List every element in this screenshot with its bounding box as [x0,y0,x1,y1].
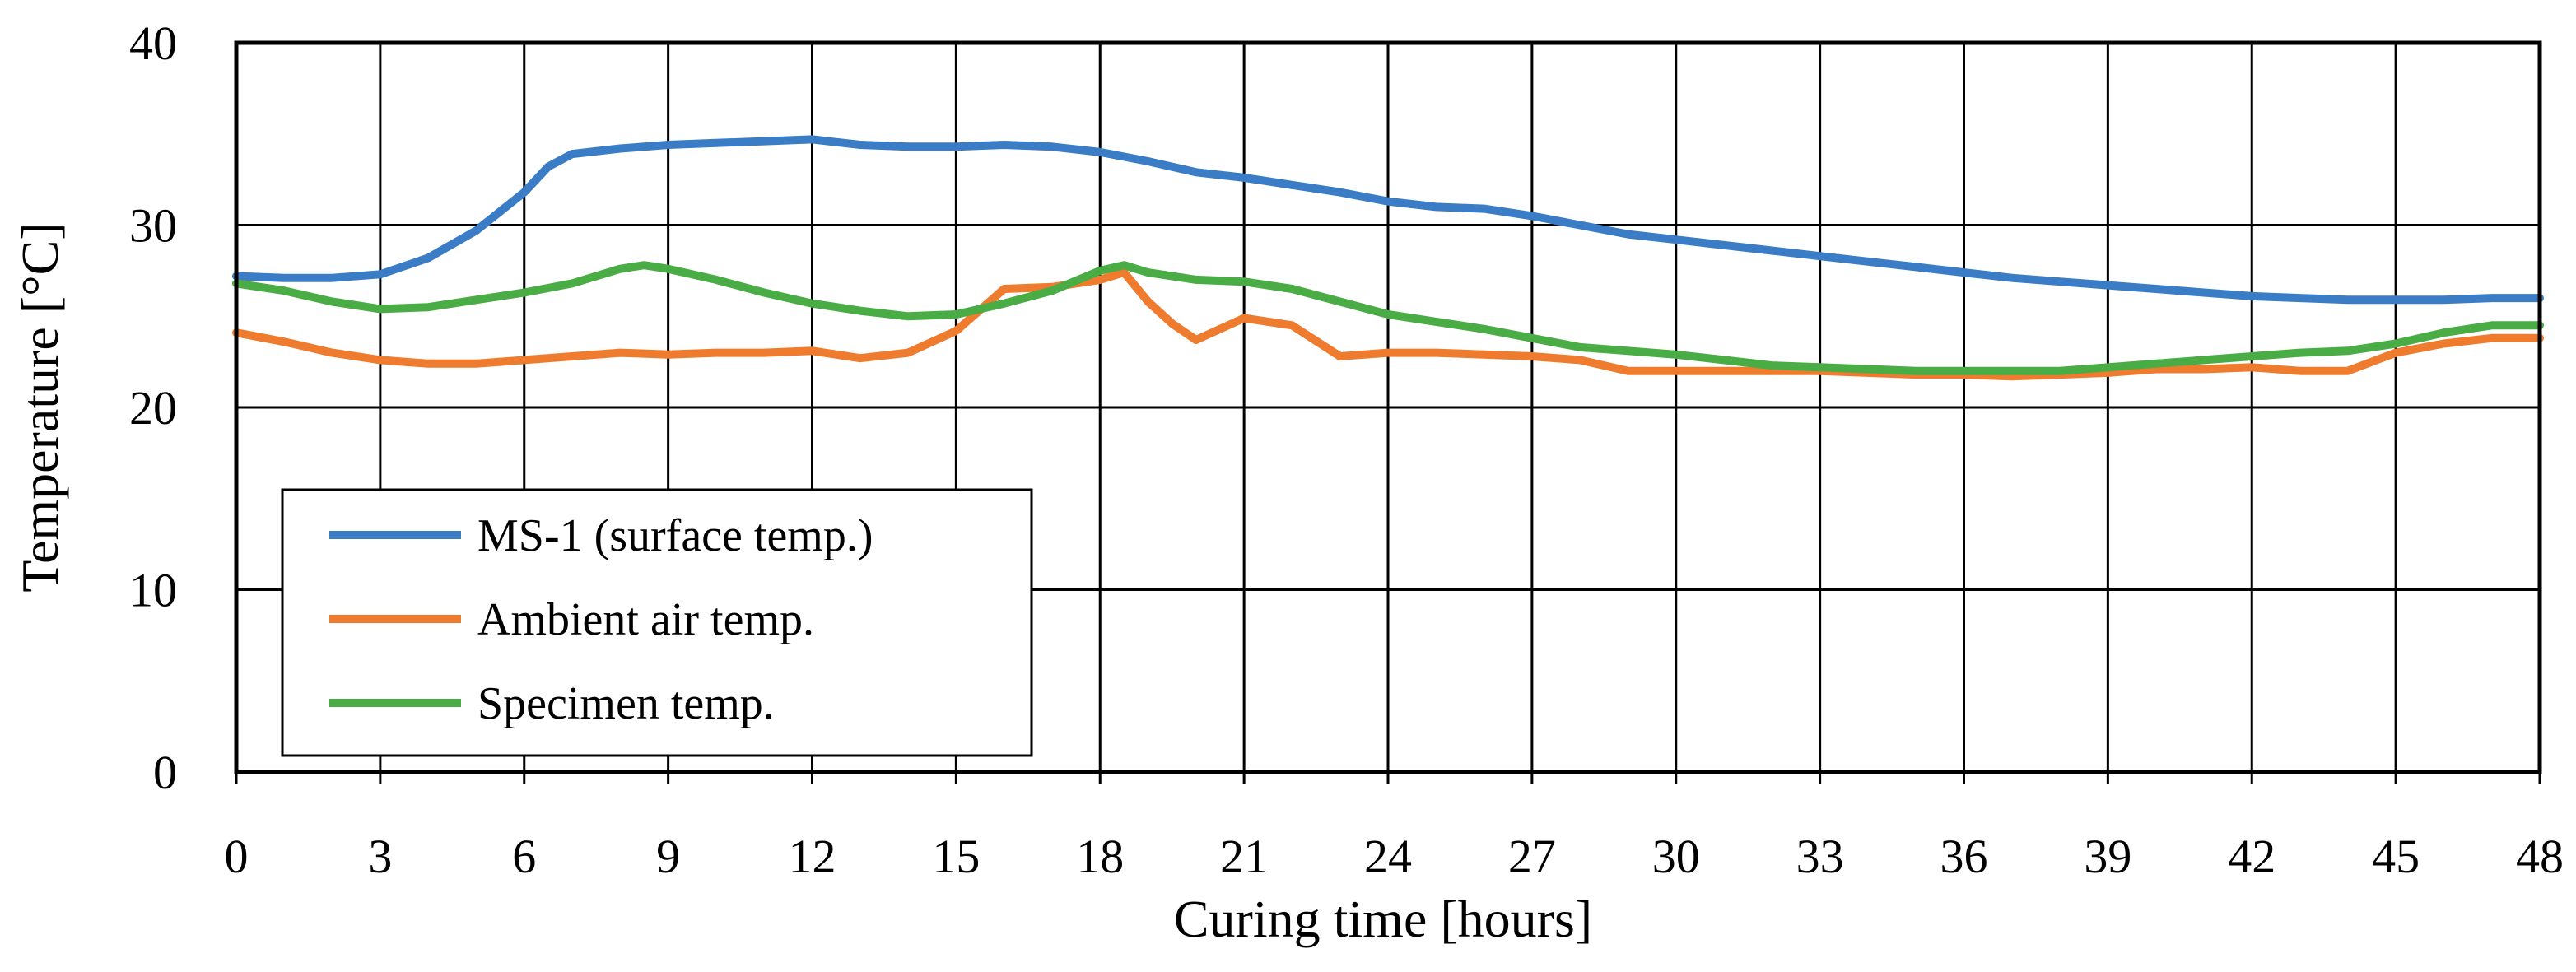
x-tick-label: 18 [1076,830,1124,883]
x-tick-label: 27 [1508,830,1556,883]
y-tick-label: 10 [129,564,177,617]
series-lines [232,135,2544,381]
y-tick-label: 0 [153,746,177,799]
x-tick-labels: 0 3 6 9 12 15 18 21 24 27 30 33 36 39 42 45 48 [225,772,2564,883]
series-line [232,268,2544,381]
legend-label: Specimen temp. [477,678,775,729]
y-tick-label: 40 [129,16,177,70]
x-tick-label: 45 [2372,830,2420,883]
x-tick-label: 9 [656,830,680,883]
x-tick-label: 30 [1652,830,1700,883]
x-tick-label: 36 [1940,830,1988,883]
x-tick-label: 3 [368,830,392,883]
x-tick-label: 33 [1796,830,1844,883]
legend: MS-1 (surface temp.) Ambient air temp. Spe… [281,488,1033,757]
x-tick-label: 0 [225,830,249,883]
legend-label: MS-1 (surface temp.) [477,510,873,561]
y-tick-label: 20 [129,381,177,435]
series-line [232,135,2544,305]
x-tick-label: 48 [2516,830,2564,883]
y-tick-labels: 0 10 20 30 40 [129,16,177,799]
x-axis-title: Curing time [hours] [1174,890,1592,948]
x-tick-label: 24 [1364,830,1412,883]
x-tick-label: 21 [1220,830,1268,883]
x-tick-label: 42 [2228,830,2276,883]
x-tick-label: 6 [512,830,536,883]
x-tick-label: 12 [789,830,836,883]
y-tick-label: 30 [129,199,177,253]
x-tick-label: 15 [932,830,980,883]
x-tick-label: 39 [2084,830,2131,883]
series-line [232,261,2544,375]
y-axis-title: Temperature [°C] [11,222,69,592]
legend-label: Ambient air temp. [477,594,814,645]
